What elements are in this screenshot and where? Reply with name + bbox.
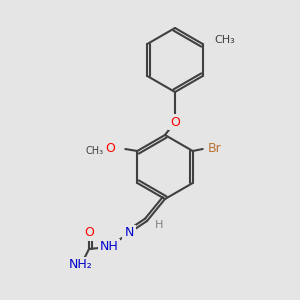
Text: CH₃: CH₃ bbox=[85, 146, 103, 156]
Text: O: O bbox=[105, 142, 115, 155]
Text: Br: Br bbox=[208, 142, 221, 155]
Text: NH: NH bbox=[100, 241, 118, 254]
Text: O: O bbox=[84, 226, 94, 239]
Text: N: N bbox=[124, 226, 134, 239]
Text: O: O bbox=[170, 116, 180, 128]
Text: H: H bbox=[155, 220, 163, 230]
Text: CH₃: CH₃ bbox=[215, 35, 236, 45]
Text: NH₂: NH₂ bbox=[69, 259, 93, 272]
